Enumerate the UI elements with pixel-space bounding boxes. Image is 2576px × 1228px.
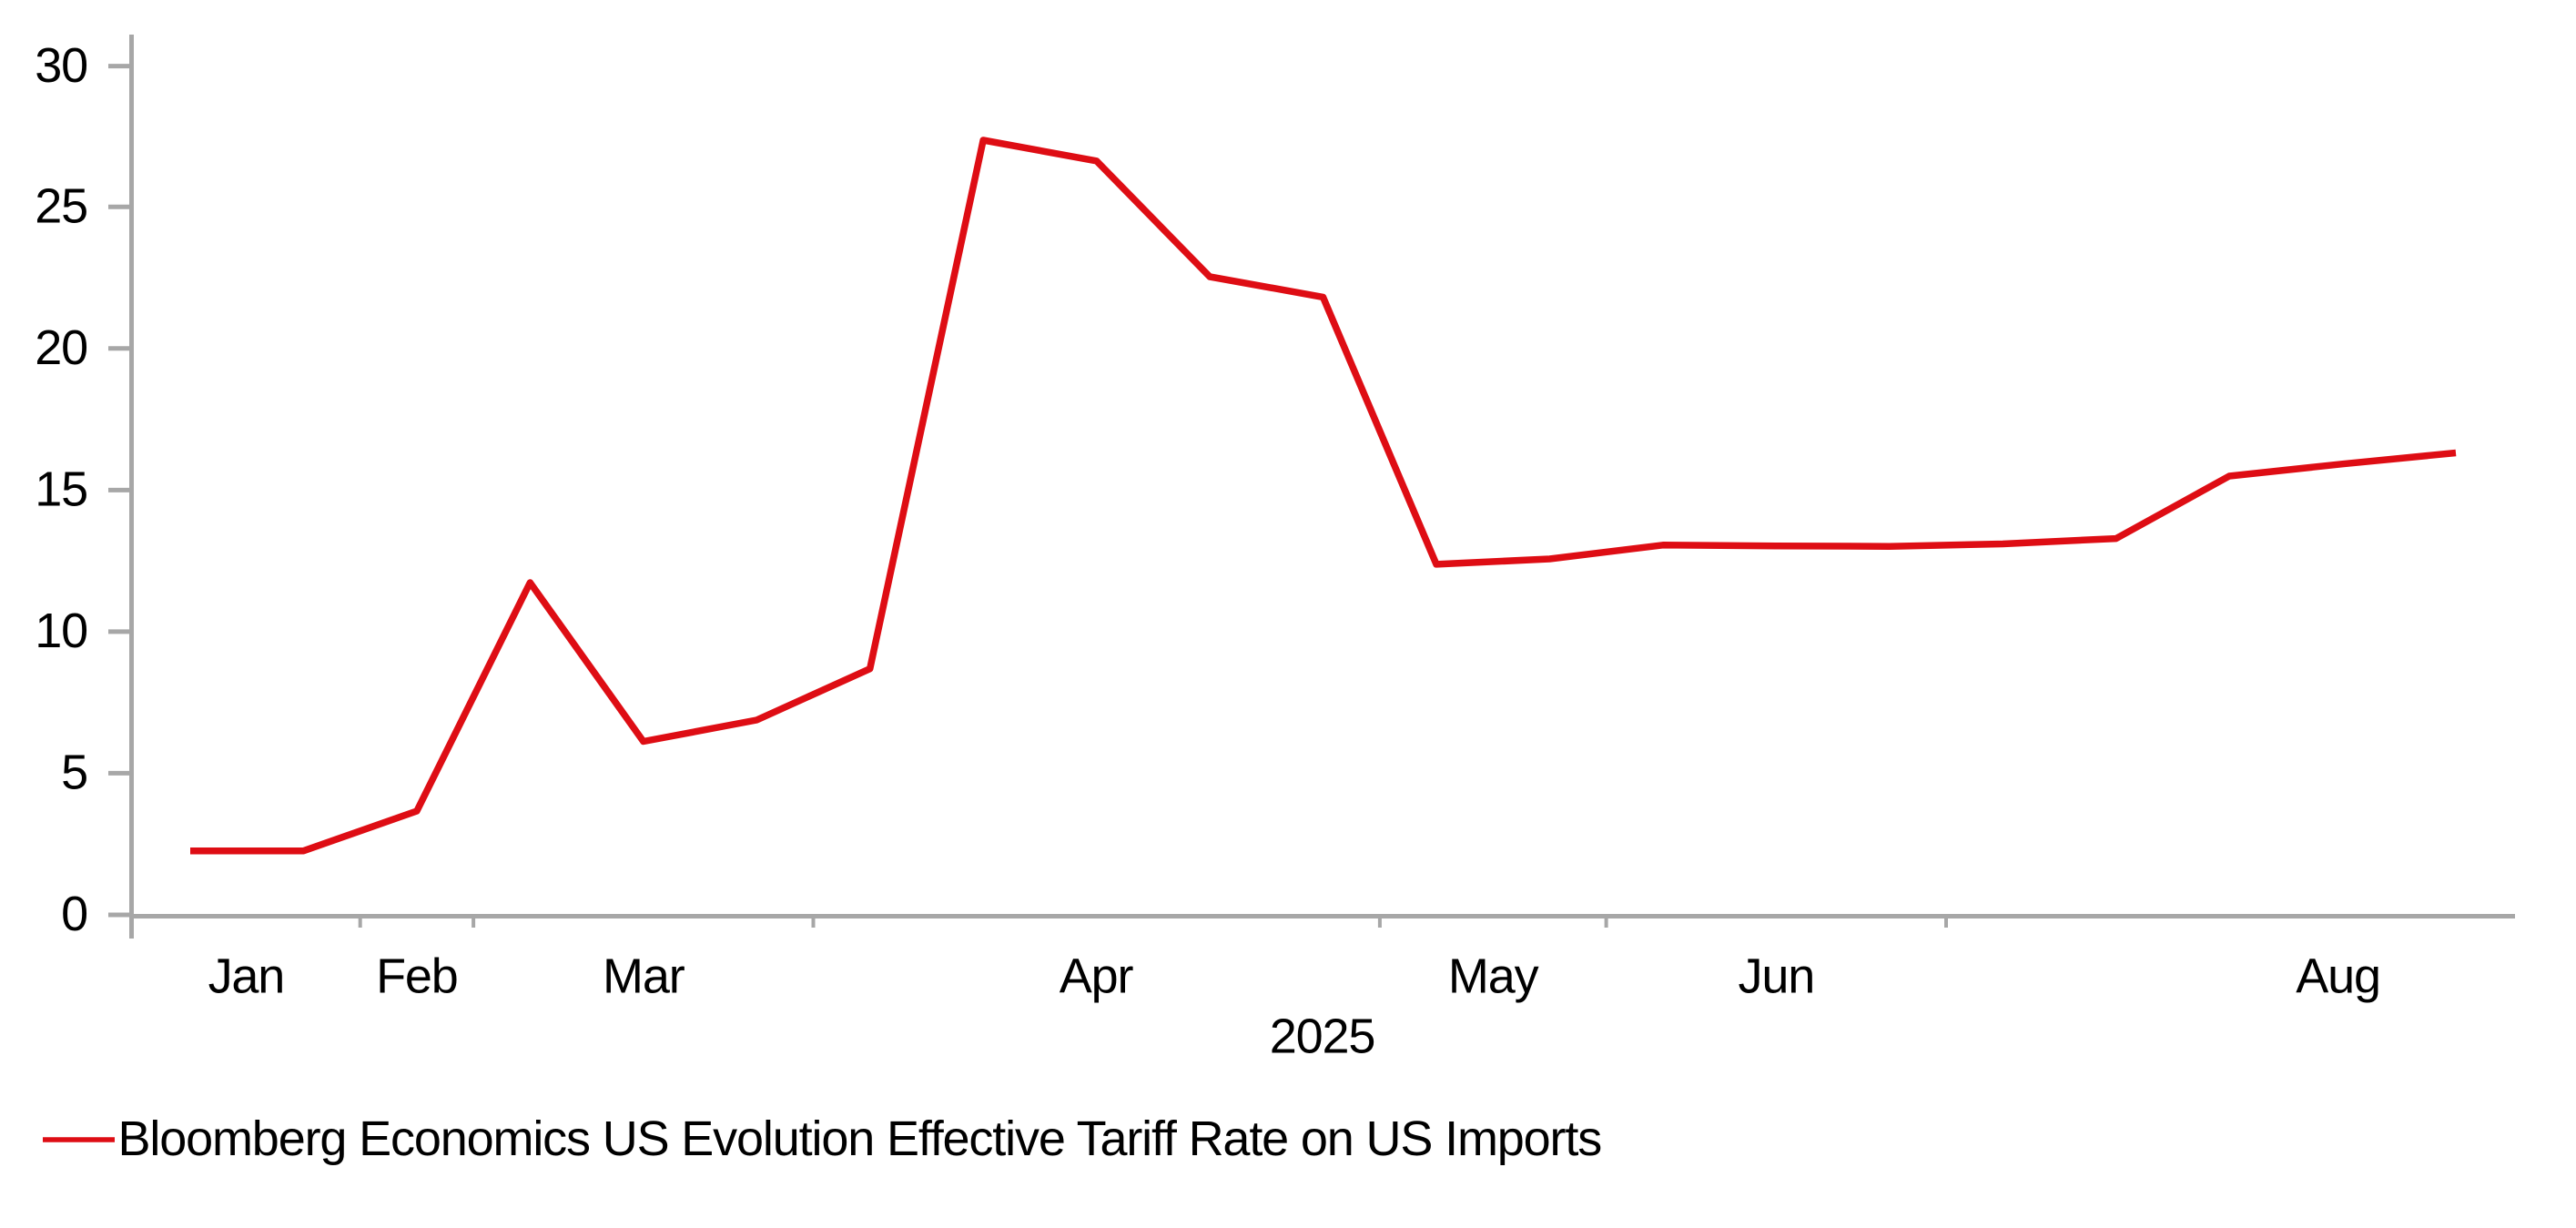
svg-text:2025: 2025	[1270, 1009, 1375, 1063]
svg-text:0: 0	[61, 887, 87, 941]
svg-text:May: May	[1448, 949, 1539, 1004]
svg-text:Mar: Mar	[603, 949, 685, 1004]
svg-text:Aug: Aug	[2296, 949, 2380, 1004]
svg-text:10: 10	[35, 604, 87, 658]
svg-text:Bloomberg Economics US Evoluti: Bloomberg Economics US Evolution Effecti…	[118, 1111, 1602, 1166]
svg-text:Jun: Jun	[1738, 949, 1814, 1004]
svg-text:Apr: Apr	[1060, 949, 1134, 1004]
svg-text:5: 5	[61, 746, 87, 800]
svg-text:25: 25	[35, 179, 87, 234]
svg-text:Jan: Jan	[208, 949, 285, 1004]
svg-text:20: 20	[35, 320, 87, 375]
svg-text:Feb: Feb	[376, 949, 458, 1004]
svg-text:30: 30	[35, 38, 87, 93]
svg-text:15: 15	[35, 462, 87, 517]
